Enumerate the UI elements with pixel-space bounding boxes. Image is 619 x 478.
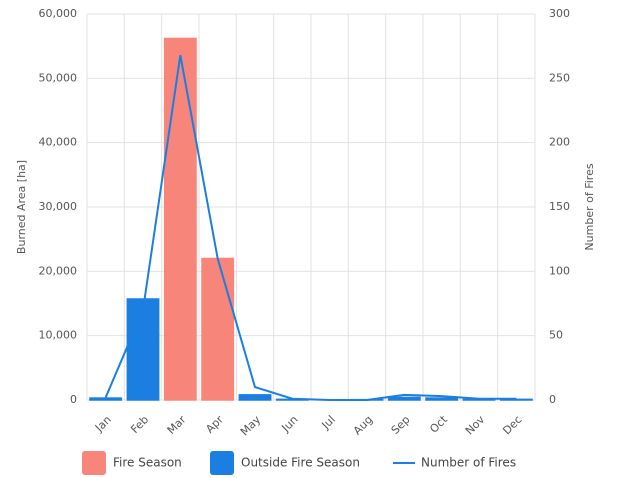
y2-tick-label: 300	[549, 7, 570, 20]
x-tick-label: Apr	[203, 413, 226, 436]
y-tick-label: 40,000	[39, 136, 78, 149]
y2-tick-label: 250	[549, 71, 570, 84]
bar	[387, 396, 421, 401]
x-tick-label: Oct	[427, 413, 450, 436]
x-tick-label: Jul	[319, 413, 338, 432]
bar	[126, 298, 160, 401]
legend-label: Number of Fires	[421, 456, 516, 470]
y2-axis-label: Number of Fires	[583, 163, 596, 250]
y2-tick-label: 0	[549, 393, 556, 406]
legend-label: Fire Season	[113, 456, 182, 470]
y-tick-label: 50,000	[39, 71, 78, 84]
y-tick-label: 60,000	[39, 7, 78, 20]
y-tick-label: 10,000	[39, 329, 78, 342]
legend-swatch	[210, 451, 234, 475]
y-tick-label: 0	[70, 393, 77, 406]
y-tick-label: 20,000	[39, 264, 78, 277]
bar	[201, 257, 235, 401]
x-tick-label: Jan	[92, 413, 114, 435]
y2-tick-label: 150	[549, 200, 570, 213]
y-tick-label: 30,000	[39, 200, 78, 213]
x-tick-label: Dec	[500, 413, 524, 437]
x-tick-label: Jun	[279, 413, 301, 435]
bar	[163, 37, 197, 401]
y-axis-label: Burned Area [ha]	[15, 160, 28, 254]
y2-tick-label: 50	[549, 329, 563, 342]
bar	[425, 397, 459, 401]
y2-tick-label: 200	[549, 136, 570, 149]
x-tick-label: Nov	[463, 413, 488, 438]
bar	[89, 397, 123, 401]
line	[104, 54, 517, 401]
legend-swatch	[82, 451, 106, 475]
y2-tick-label: 100	[549, 264, 570, 277]
x-tick-label: Mar	[165, 413, 189, 437]
x-tick-label: Sep	[389, 413, 413, 437]
x-tick-label: May	[238, 413, 264, 439]
x-tick-label: Feb	[128, 413, 151, 436]
legend-label: Outside Fire Season	[241, 456, 360, 470]
x-tick-label: Aug	[351, 413, 375, 437]
bar	[238, 394, 272, 401]
